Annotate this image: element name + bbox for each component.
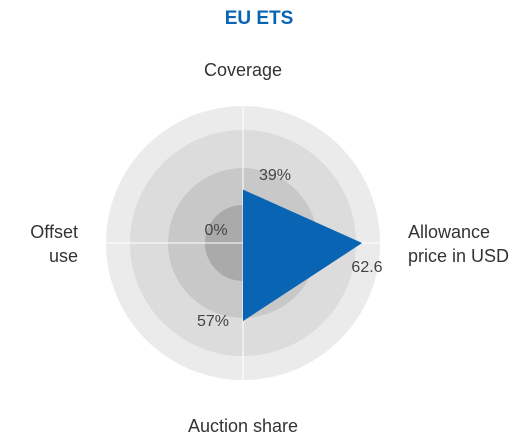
value-label: 39%: [259, 167, 291, 184]
data-polygon: [243, 189, 363, 322]
value-label: 62.6: [351, 259, 382, 276]
value-label: 57%: [197, 313, 229, 330]
value-label: 0%: [204, 222, 227, 239]
axis-label: Coverage: [203, 60, 283, 80]
axis-label: Allowance price in USD: [408, 222, 510, 266]
axis-label: Auction share: [187, 416, 299, 436]
chart-title: EU ETS: [224, 8, 294, 29]
axis-label: Offset use: [30, 222, 78, 266]
